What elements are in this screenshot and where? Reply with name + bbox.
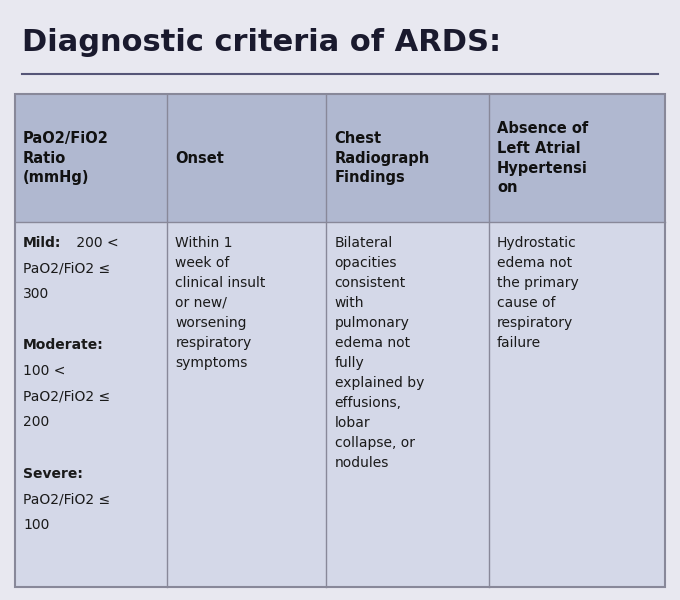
Text: PaO2/FiO2 ≤: PaO2/FiO2 ≤ <box>23 261 110 275</box>
Text: PaO2/FiO2 ≤: PaO2/FiO2 ≤ <box>23 389 110 404</box>
FancyBboxPatch shape <box>15 94 665 223</box>
Text: Severe:: Severe: <box>23 467 83 481</box>
Text: Chest
Radiograph
Findings: Chest Radiograph Findings <box>335 131 430 185</box>
Text: Mild:: Mild: <box>23 236 61 250</box>
Text: Bilateral
opacities
consistent
with
pulmonary
edema not
fully
explained by
effus: Bilateral opacities consistent with pulm… <box>335 236 424 470</box>
Text: Hydrostatic
edema not
the primary
cause of
respiratory
failure: Hydrostatic edema not the primary cause … <box>497 236 579 350</box>
Text: 200: 200 <box>23 415 50 429</box>
Text: Within 1
week of
clinical insult
or new/
worsening
respiratory
symptoms: Within 1 week of clinical insult or new/… <box>175 236 266 370</box>
Text: PaO2/FiO2 ≤: PaO2/FiO2 ≤ <box>23 493 110 506</box>
Text: PaO2/FiO2
Ratio
(mmHg): PaO2/FiO2 Ratio (mmHg) <box>23 131 109 185</box>
Text: 100 <: 100 < <box>23 364 65 378</box>
Text: Absence of
Left Atrial
Hypertensi
on: Absence of Left Atrial Hypertensi on <box>497 121 588 196</box>
FancyBboxPatch shape <box>15 223 665 587</box>
Text: 300: 300 <box>23 287 50 301</box>
Text: Diagnostic criteria of ARDS:: Diagnostic criteria of ARDS: <box>22 28 501 57</box>
Text: 200 <: 200 < <box>72 236 118 250</box>
Text: Onset: Onset <box>175 151 224 166</box>
Text: Moderate:: Moderate: <box>23 338 104 352</box>
Text: 100: 100 <box>23 518 50 532</box>
